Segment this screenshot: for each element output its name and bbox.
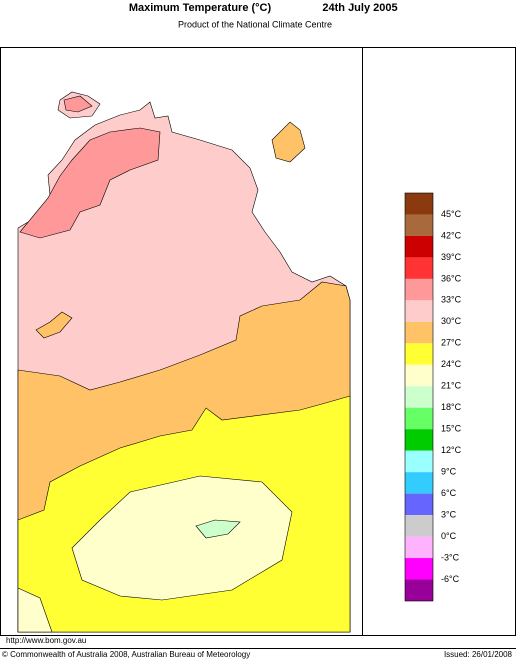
legend-label: 3°C — [441, 509, 457, 519]
legend-label: 36°C — [441, 273, 462, 283]
legend-swatch — [405, 579, 433, 601]
legend-label: 15°C — [441, 424, 462, 434]
legend-label: 9°C — [441, 467, 457, 477]
legend-label: 12°C — [441, 445, 462, 455]
url: http://www.bom.gov.au — [6, 636, 86, 645]
legend-label: -6°C — [441, 574, 460, 584]
legend-swatch — [405, 515, 433, 537]
legend-swatch — [405, 407, 433, 430]
zone-21-24 — [17, 587, 53, 633]
copyright: © Commonwealth of Australia 2008, Austra… — [2, 650, 250, 659]
legend-swatch — [405, 343, 433, 365]
map — [17, 91, 351, 633]
legend-swatch — [405, 235, 433, 258]
legend-swatch — [405, 536, 433, 559]
zone-33-36 — [19, 127, 161, 239]
legend-border — [404, 192, 434, 602]
legend-label: 42°C — [441, 230, 462, 240]
legend-swatch — [405, 472, 433, 494]
zone-33-36 — [63, 95, 93, 113]
legend-swatch — [405, 364, 433, 387]
legend-swatch — [405, 493, 433, 516]
legend-label: 45°C — [441, 209, 462, 219]
legend-label: 33°C — [441, 295, 462, 305]
legend-label: 21°C — [441, 381, 462, 391]
legend-label: 24°C — [441, 359, 462, 369]
subtitle: Product of the National Climate Centre — [178, 19, 332, 29]
legend-label: 6°C — [441, 488, 457, 498]
issued: Issued: 26/01/2008 — [444, 650, 513, 659]
zone-27-30 — [271, 121, 306, 163]
legend-label: 39°C — [441, 252, 462, 262]
legend-swatch — [405, 558, 433, 580]
legend-label: -3°C — [441, 552, 460, 562]
legend-label: 30°C — [441, 316, 462, 326]
legend-label: 18°C — [441, 402, 462, 412]
legend-swatch — [405, 193, 433, 215]
title: Maximum Temperature (°C) — [129, 2, 272, 14]
zone-18-21 — [195, 519, 241, 539]
legend-swatch — [405, 321, 433, 344]
legend-swatch — [405, 429, 433, 451]
legend-swatch — [405, 214, 433, 236]
legend: 45°C 42°C 39°C 36°C 33°C 30°C 27°C 24°C 21°C 18°C… — [404, 192, 462, 602]
legend-swatch — [405, 450, 433, 473]
zone-27-30 — [35, 311, 73, 339]
legend-label: 0°C — [441, 531, 457, 541]
date: 24th July 2005 — [322, 2, 397, 14]
legend-swatch — [405, 386, 433, 408]
legend-label: 27°C — [441, 338, 462, 348]
legend-swatch — [405, 300, 433, 322]
legend-swatch — [405, 278, 433, 301]
legend-swatch — [405, 257, 433, 279]
zone-21-24 — [71, 475, 293, 601]
